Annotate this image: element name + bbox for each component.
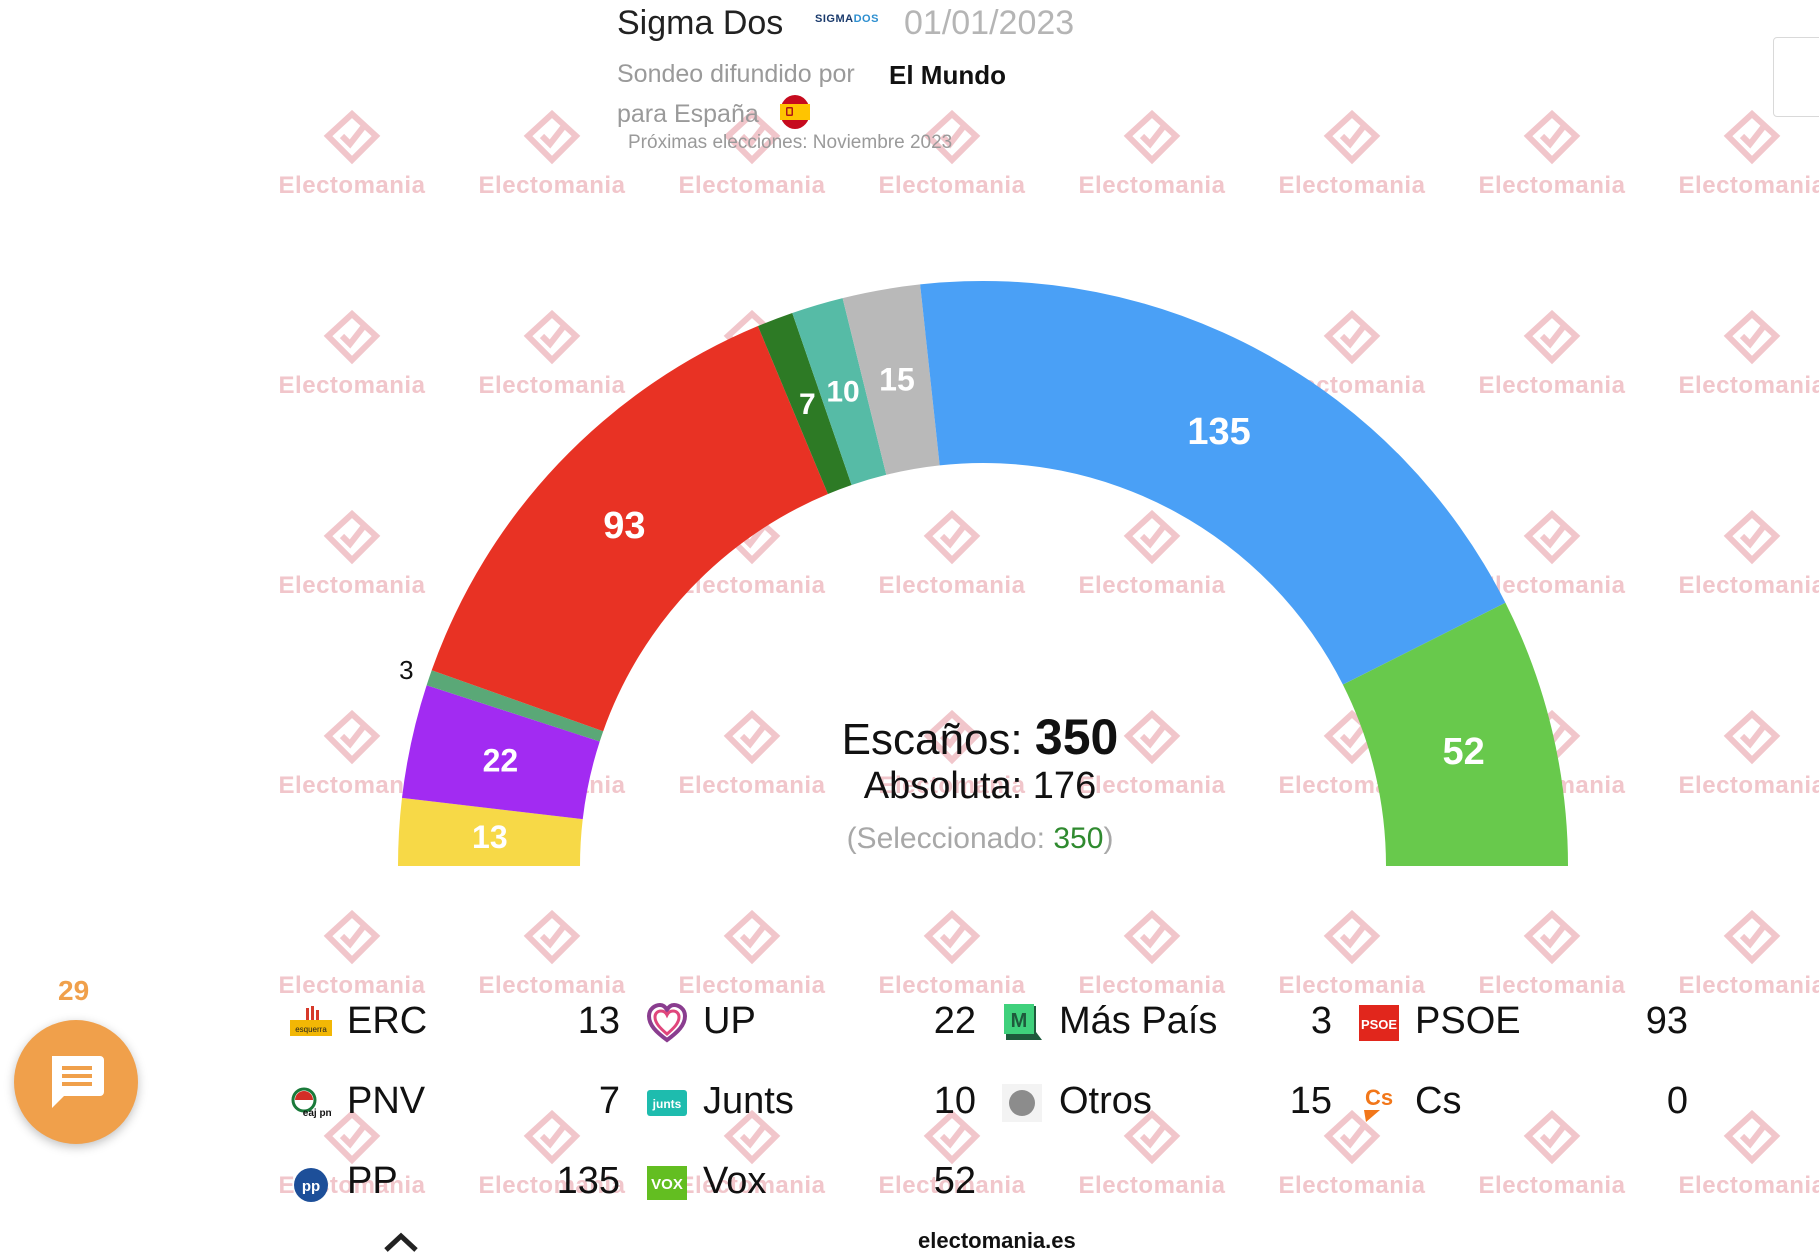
legend-item-mas-pais[interactable]: M Más País 3	[1002, 996, 1332, 1056]
legend-name: PP	[347, 1160, 398, 1202]
legend-value: 7	[598, 1080, 620, 1122]
erc-esquerra-icon: esquerra	[290, 1006, 332, 1036]
seat-segment-erc[interactable]	[398, 797, 583, 866]
cs-icon-text: Cs	[1365, 1085, 1393, 1110]
vox-icon-text: VOX	[651, 1176, 683, 1193]
legend-value: 13	[577, 1000, 620, 1042]
legend-item-psoe[interactable]: PSOE PSOE 93	[1358, 996, 1688, 1056]
comments-button[interactable]	[14, 1020, 138, 1144]
pnv-eaj-icon: eaj pnv	[291, 1087, 332, 1119]
pnv-icon-text: eaj pnv	[303, 1108, 332, 1119]
pollster-logo-part-b: DOS	[853, 13, 879, 25]
legend-item-vox[interactable]: VOX Vox 52	[646, 1156, 976, 1216]
poll-date: 01/01/2023	[904, 4, 1075, 42]
top-right-panel[interactable]	[1773, 37, 1819, 117]
seat-segment-psoe[interactable]	[431, 326, 828, 732]
seats-label: Escaños:	[841, 715, 1023, 764]
otros-dot-icon	[1002, 1084, 1042, 1122]
legend-name: Cs	[1415, 1080, 1462, 1122]
pp-icon: pp	[294, 1168, 328, 1202]
mas-pais-icon: M	[1004, 1004, 1042, 1040]
legend-name: ERC	[347, 1000, 428, 1042]
seat-segment-pp[interactable]	[920, 281, 1506, 685]
seat-label: 52	[1442, 731, 1484, 773]
legend-value: 52	[933, 1160, 976, 1202]
legend-name: Otros	[1059, 1080, 1152, 1122]
psoe-icon: PSOE	[1359, 1005, 1399, 1041]
legend-name: Vox	[703, 1160, 767, 1202]
comment-count: 29	[58, 975, 90, 1006]
legend-value: 93	[1645, 1000, 1688, 1042]
vox-icon: VOX	[647, 1166, 687, 1200]
selected-summary: (Seleccionado: 350)	[780, 822, 1180, 856]
majority-summary: Absoluta: 176	[780, 765, 1180, 808]
legend-value: 10	[933, 1080, 976, 1122]
chat-bubble-icon	[52, 1056, 104, 1108]
seat-label: 135	[1187, 411, 1250, 453]
legend-item-erc[interactable]: esquerra ERC 13	[290, 996, 620, 1056]
seat-segment-mas-pais[interactable]	[426, 670, 604, 742]
seat-label: 10	[826, 376, 859, 409]
seat-segment-up[interactable]	[401, 685, 600, 820]
legend-item-cs[interactable]: Cs Cs 0	[1358, 1076, 1688, 1136]
footer-site[interactable]: electomania.es	[918, 1228, 1076, 1253]
seats-summary: Escaños: 350	[780, 708, 1180, 766]
legend-value: 0	[1666, 1080, 1688, 1122]
erc-icon-text: esquerra	[295, 1025, 327, 1034]
selected-close: )	[1103, 822, 1114, 855]
seat-segment-otros[interactable]	[842, 284, 940, 475]
seat-label: 22	[483, 742, 519, 778]
legend-value: 3	[1310, 1000, 1332, 1042]
seat-label: 93	[603, 505, 645, 547]
spain-flag-icon	[780, 95, 810, 129]
up-heart-icon	[646, 1002, 688, 1043]
cs-icon: Cs	[1364, 1085, 1393, 1122]
seat-segment-junts[interactable]	[792, 298, 887, 486]
pollster-logo-part-a: SIGMA	[815, 13, 854, 25]
legend-value: 15	[1289, 1080, 1332, 1122]
legend-name: PSOE	[1415, 1000, 1521, 1042]
legend-name: UP	[703, 1000, 756, 1042]
junts-icon-text: junts	[652, 1097, 682, 1111]
legend-item-junts[interactable]: junts Junts 10	[646, 1076, 976, 1136]
country-label: para España	[617, 100, 759, 128]
pollster-name: Sigma Dos	[617, 4, 784, 42]
majority-label: Absoluta:	[863, 765, 1023, 807]
chevron-up-icon[interactable]	[382, 1232, 420, 1252]
legend-value: 22	[933, 1000, 976, 1042]
seat-label: 7	[799, 388, 816, 421]
junts-icon: junts	[647, 1090, 687, 1116]
seat-label: 13	[472, 819, 508, 855]
pp-icon-text: pp	[302, 1178, 320, 1195]
seat-label: 3	[399, 655, 413, 685]
mas-pais-icon-text: M	[1011, 1010, 1028, 1032]
legend-item-pp[interactable]: pp PP 135	[290, 1156, 620, 1216]
legend-name: PNV	[347, 1080, 426, 1122]
psoe-icon-text: PSOE	[1361, 1017, 1397, 1032]
pollster-logo: SIGMADOS	[815, 13, 879, 25]
media-name[interactable]: El Mundo	[889, 60, 1006, 90]
selected-label: (Seleccionado:	[846, 822, 1046, 855]
next-elections-note: Próximas elecciones: Noviembre 2023	[628, 132, 953, 153]
legend-name: Más País	[1059, 1000, 1218, 1042]
legend-item-up[interactable]: UP 22	[646, 996, 976, 1056]
legend-item-pnv[interactable]: eaj pnv PNV 7	[290, 1076, 620, 1136]
seat-segment-vox[interactable]	[1342, 602, 1568, 866]
selected-value: 350	[1053, 822, 1104, 855]
legend-name: Junts	[703, 1080, 794, 1122]
disseminated-by-label: Sondeo difundido por	[617, 60, 855, 88]
seat-segment-pnv[interactable]	[757, 312, 852, 495]
legend-value: 135	[556, 1160, 620, 1202]
seat-label: 15	[879, 362, 915, 398]
legend-item-otros[interactable]: Otros 15	[1002, 1076, 1332, 1136]
majority-value: 176	[1032, 765, 1097, 807]
seats-total: 350	[1034, 709, 1119, 765]
